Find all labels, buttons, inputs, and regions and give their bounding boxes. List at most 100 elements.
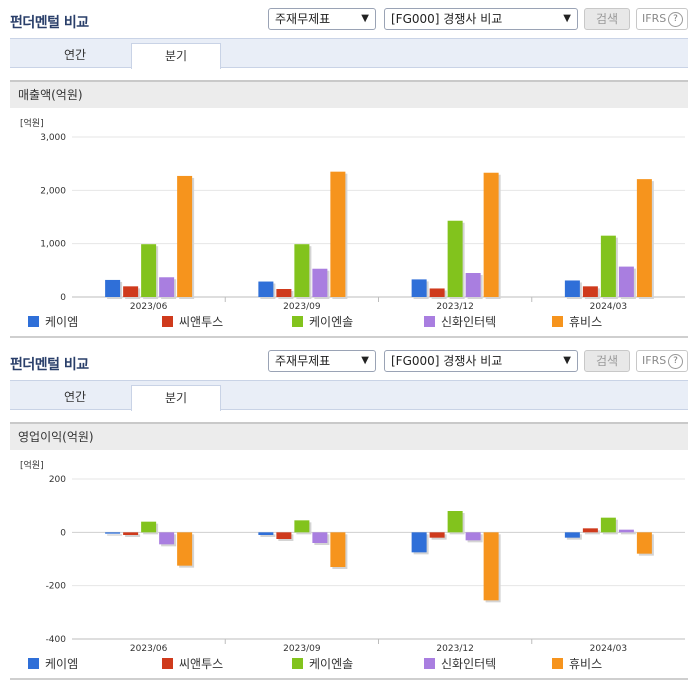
fundamental-panel-1: 펀더멘털 비교 주재무제표 ▼ [FG000] 경쟁사 비교 ▼ 검색 IFRS… bbox=[0, 0, 696, 340]
bar[interactable] bbox=[276, 289, 292, 297]
x-tick-label: 2023/09 bbox=[283, 644, 321, 654]
bar[interactable] bbox=[564, 532, 580, 538]
bar[interactable] bbox=[276, 532, 292, 539]
search-button[interactable]: 검색 bbox=[584, 8, 630, 30]
tab-annual[interactable]: 연간 bbox=[63, 390, 87, 404]
legend-item[interactable]: 케이엔솔 bbox=[292, 655, 353, 672]
legend-swatch bbox=[552, 658, 563, 669]
chart-header: 매출액(억원) bbox=[10, 80, 688, 108]
bar[interactable] bbox=[177, 175, 193, 297]
ifrs-label: IFRS bbox=[642, 354, 667, 367]
bar[interactable] bbox=[465, 532, 481, 541]
bar[interactable] bbox=[294, 244, 310, 297]
ifrs-button[interactable]: IFRS ? bbox=[636, 350, 688, 372]
bar[interactable] bbox=[312, 532, 328, 543]
x-tick-label: 2023/09 bbox=[283, 302, 321, 312]
bar[interactable] bbox=[636, 179, 652, 297]
statement-select[interactable]: 주재무제표 ▼ bbox=[268, 8, 376, 30]
chevron-down-icon: ▼ bbox=[361, 355, 369, 366]
section-title: 펀더멘털 비교 bbox=[10, 357, 89, 373]
search-button[interactable]: 검색 bbox=[584, 350, 630, 372]
y-tick-label: 3,000 bbox=[40, 133, 66, 143]
legend-swatch bbox=[28, 316, 39, 327]
tab-quarterly[interactable]: 분기 bbox=[131, 385, 221, 411]
peer-group-select[interactable]: [FG000] 경쟁사 비교 ▼ bbox=[384, 350, 578, 372]
legend-swatch bbox=[552, 316, 563, 327]
legend-item[interactable]: 씨앤투스 bbox=[162, 655, 223, 672]
bar[interactable] bbox=[159, 277, 175, 297]
revenue-chart: [억원] 0 1,000 2,000 3,000 2023/06 2023/09 2023/1… bbox=[20, 117, 685, 312]
legend-item[interactable]: 케이엠 bbox=[28, 655, 78, 672]
bar[interactable] bbox=[105, 532, 121, 534]
x-tick-label: 2023/06 bbox=[130, 302, 168, 312]
bar[interactable] bbox=[312, 268, 328, 297]
help-icon[interactable]: ? bbox=[668, 12, 683, 27]
legend-item[interactable]: 케이엔솔 bbox=[292, 313, 353, 330]
y-tick-label: 0 bbox=[60, 528, 66, 538]
bar[interactable] bbox=[582, 286, 598, 297]
ifrs-button[interactable]: IFRS ? bbox=[636, 8, 688, 30]
x-tick-label: 2023/06 bbox=[130, 644, 168, 654]
bar[interactable] bbox=[483, 172, 499, 297]
bar[interactable] bbox=[159, 532, 175, 545]
legend-item[interactable]: 케이엠 bbox=[28, 313, 78, 330]
bar[interactable] bbox=[564, 280, 580, 297]
legend-item[interactable]: 씨앤투스 bbox=[162, 313, 223, 330]
help-icon[interactable]: ? bbox=[668, 354, 683, 369]
bar[interactable] bbox=[582, 528, 598, 533]
legend-label: 신화인터텍 bbox=[441, 657, 497, 671]
legend-item[interactable]: 휴비스 bbox=[552, 313, 602, 330]
legend-label: 케이엠 bbox=[45, 657, 79, 671]
bar[interactable] bbox=[636, 532, 652, 554]
tab-quarterly[interactable]: 분기 bbox=[131, 43, 221, 69]
bar[interactable] bbox=[123, 286, 139, 297]
chevron-down-icon: ▼ bbox=[563, 13, 571, 24]
bar[interactable] bbox=[600, 235, 616, 297]
bar[interactable] bbox=[411, 279, 427, 297]
y-tick-label: 2,000 bbox=[40, 186, 66, 196]
bar[interactable] bbox=[141, 244, 157, 297]
bar-shadow bbox=[260, 534, 276, 537]
bar[interactable] bbox=[600, 517, 616, 533]
bar[interactable] bbox=[483, 532, 499, 601]
legend-item[interactable]: 신화인터텍 bbox=[424, 655, 496, 672]
bar[interactable] bbox=[429, 532, 445, 538]
statement-select[interactable]: 주재무제표 ▼ bbox=[268, 350, 376, 372]
bar[interactable] bbox=[258, 281, 274, 297]
bar[interactable] bbox=[411, 532, 427, 553]
bar-shadow bbox=[620, 531, 636, 535]
bar[interactable] bbox=[618, 266, 634, 297]
bar[interactable] bbox=[177, 532, 193, 566]
bar[interactable] bbox=[105, 279, 121, 297]
bar[interactable] bbox=[618, 529, 634, 533]
x-tick-label: 2024/03 bbox=[590, 302, 627, 312]
bar[interactable] bbox=[447, 220, 463, 297]
bar[interactable] bbox=[294, 520, 310, 533]
bar[interactable] bbox=[141, 521, 157, 533]
tab-annual[interactable]: 연간 bbox=[63, 48, 87, 62]
bar[interactable] bbox=[447, 511, 463, 533]
bar[interactable] bbox=[258, 532, 274, 535]
legend-swatch bbox=[28, 658, 39, 669]
y-tick-label: -400 bbox=[46, 635, 67, 645]
legend-item[interactable]: 휴비스 bbox=[552, 655, 602, 672]
divider bbox=[10, 336, 688, 338]
legend-item[interactable]: 신화인터텍 bbox=[424, 313, 496, 330]
bar[interactable] bbox=[330, 532, 346, 567]
legend-swatch bbox=[424, 658, 435, 669]
legend-label: 휴비스 bbox=[569, 315, 603, 329]
period-tabs: 연간 분기 bbox=[10, 380, 688, 411]
bar[interactable] bbox=[465, 273, 481, 297]
peer-group-select[interactable]: [FG000] 경쟁사 비교 ▼ bbox=[384, 8, 578, 30]
bar[interactable] bbox=[330, 171, 346, 297]
bar[interactable] bbox=[123, 532, 139, 535]
bar[interactable] bbox=[429, 288, 445, 297]
legend-label: 휴비스 bbox=[569, 657, 603, 671]
legend-label: 씨앤투스 bbox=[179, 657, 224, 671]
y-tick-label: -200 bbox=[46, 582, 67, 592]
y-tick-label: 200 bbox=[49, 475, 66, 485]
legend-label: 케이엔솔 bbox=[309, 657, 354, 671]
y-tick-label: 0 bbox=[60, 293, 66, 303]
divider bbox=[10, 678, 688, 680]
legend-swatch bbox=[162, 316, 173, 327]
